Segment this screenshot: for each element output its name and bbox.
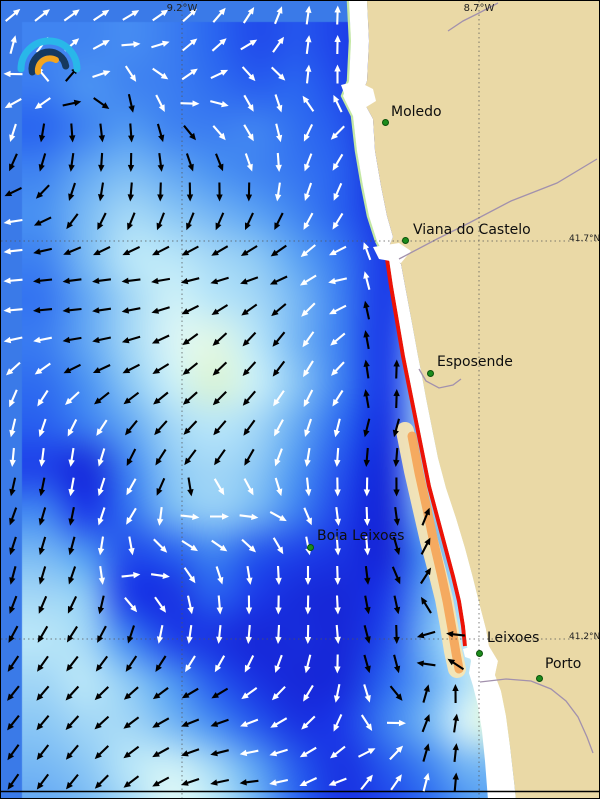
surf-orange-band [407, 431, 464, 674]
river-line [447, 2, 499, 32]
logo-inner-arc [34, 55, 59, 75]
coastal-white-patch [463, 645, 483, 661]
river-line [418, 368, 462, 389]
river-line [479, 678, 594, 754]
coastal-white-patch [341, 81, 376, 109]
beach-strip [343, 1, 516, 798]
river-line [398, 158, 598, 260]
logo-middle-arc [28, 48, 70, 76]
current-arrows-layer [3, 5, 466, 792]
land-area [361, 1, 599, 798]
arrow-shafts-white [5, 9, 429, 792]
wave-arcs-logo [17, 37, 81, 76]
city-dot [382, 119, 389, 126]
city-dot [427, 370, 434, 377]
logo-outer-arc [17, 37, 81, 73]
arrow-shafts-black [7, 69, 466, 792]
city-dot [476, 650, 483, 657]
surf-red-line [379, 251, 467, 647]
buoy-dot [307, 544, 314, 551]
city-dot [402, 237, 409, 244]
city-dot [536, 675, 543, 682]
